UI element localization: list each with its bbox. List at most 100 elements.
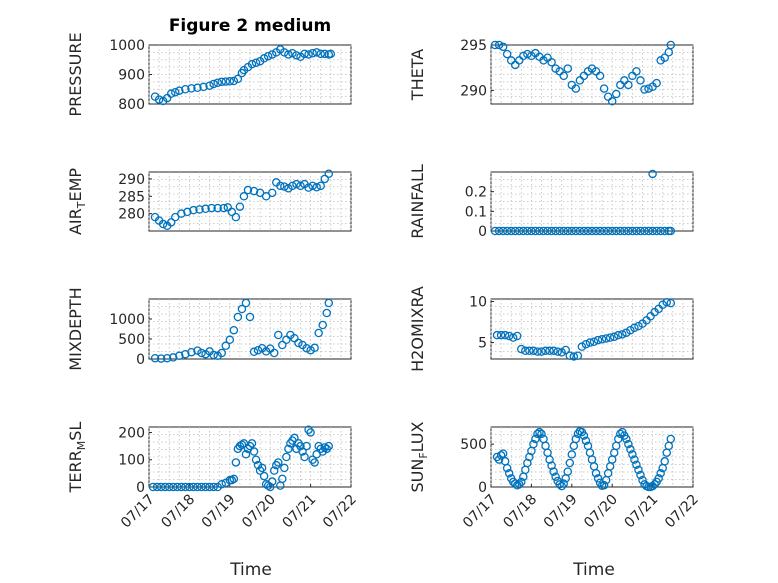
data-point xyxy=(251,58,261,67)
data-point xyxy=(515,480,524,489)
data-point xyxy=(187,347,196,357)
data-point xyxy=(259,471,269,481)
y-axis-label: TERRMSL xyxy=(66,422,88,494)
data-point xyxy=(510,226,520,236)
data-point xyxy=(636,226,645,236)
data-point xyxy=(498,226,508,236)
data-point xyxy=(261,192,271,201)
data-point xyxy=(225,77,235,86)
data-point xyxy=(597,335,607,344)
data-point xyxy=(308,181,317,191)
y-tick-label: 0 xyxy=(478,224,487,240)
data-point xyxy=(634,465,643,475)
data-point xyxy=(209,350,218,360)
data-point xyxy=(525,346,534,356)
data-point xyxy=(666,40,676,50)
data-point xyxy=(632,226,641,236)
data-point xyxy=(611,89,621,99)
x-tick-label: 07/19 xyxy=(541,492,581,532)
chart-title: Figure 2 medium xyxy=(169,16,331,36)
data-point xyxy=(632,67,641,76)
x-tick-label: 07/22 xyxy=(662,492,702,532)
data-point xyxy=(595,71,605,81)
data-point xyxy=(166,89,176,98)
data-point xyxy=(573,429,583,439)
data-point xyxy=(553,347,562,356)
data-point xyxy=(241,298,251,308)
data-point xyxy=(549,346,558,356)
data-point xyxy=(316,181,325,191)
data-point xyxy=(162,353,172,363)
subplot-h2omixra: 5 10 H2OMIXRA xyxy=(408,286,694,372)
data-point xyxy=(650,480,659,489)
data-point xyxy=(290,433,299,443)
data-point xyxy=(510,479,520,488)
data-point xyxy=(531,434,540,444)
data-point xyxy=(310,343,319,353)
data-point xyxy=(237,440,247,449)
data-point xyxy=(284,444,293,454)
data-point xyxy=(494,455,504,464)
data-point xyxy=(156,354,166,363)
x-tick-label: 07/17 xyxy=(118,492,158,532)
x-tick-label: 07/17 xyxy=(460,492,500,532)
data-point xyxy=(628,226,637,236)
data-point xyxy=(175,86,184,95)
data-point xyxy=(181,482,190,492)
data-point xyxy=(632,460,641,469)
data-point xyxy=(227,475,237,485)
data-point xyxy=(624,439,633,449)
data-point xyxy=(555,480,564,489)
data-point xyxy=(624,80,633,90)
y-tick-label: 100 xyxy=(118,453,145,469)
data-point xyxy=(249,186,259,196)
data-point xyxy=(274,330,283,340)
data-point xyxy=(278,474,287,484)
data-point xyxy=(171,212,180,222)
data-point xyxy=(312,183,321,192)
data-point xyxy=(209,482,218,492)
data-point xyxy=(549,467,558,476)
data-point xyxy=(229,474,239,484)
data-point xyxy=(324,169,334,178)
data-point xyxy=(547,57,556,67)
data-point xyxy=(492,330,502,340)
data-point xyxy=(280,182,289,191)
data-point xyxy=(160,482,170,492)
data-point xyxy=(506,226,516,236)
data-point xyxy=(209,79,218,89)
data-point xyxy=(563,64,573,73)
data-point xyxy=(195,205,204,214)
data-point xyxy=(660,53,669,62)
data-point xyxy=(630,455,639,464)
data-point xyxy=(255,188,265,198)
data-point xyxy=(502,49,512,59)
y-tick-label: 1000 xyxy=(109,38,145,54)
data-point xyxy=(235,202,245,211)
data-point xyxy=(648,226,657,236)
data-point xyxy=(571,226,581,236)
data-point xyxy=(605,333,615,342)
data-point xyxy=(513,331,522,341)
data-point xyxy=(201,204,210,214)
data-point xyxy=(231,212,241,222)
data-point xyxy=(494,40,504,50)
data-point xyxy=(243,185,253,195)
data-point xyxy=(490,40,500,50)
data-point xyxy=(502,463,512,473)
x-tick-label: 07/21 xyxy=(280,492,320,532)
y-tick-label: 285 xyxy=(118,189,145,205)
data-point xyxy=(666,298,676,308)
data-point xyxy=(638,475,647,485)
data-point xyxy=(521,346,530,356)
data-point xyxy=(221,341,231,351)
y-tick-label: 280 xyxy=(118,207,145,223)
data-point xyxy=(585,338,595,347)
data-point xyxy=(249,447,259,456)
data-series xyxy=(492,427,676,492)
data-point xyxy=(298,447,307,456)
y-tick-label: 0 xyxy=(136,352,145,368)
x-tick-label: 07/22 xyxy=(320,492,360,532)
